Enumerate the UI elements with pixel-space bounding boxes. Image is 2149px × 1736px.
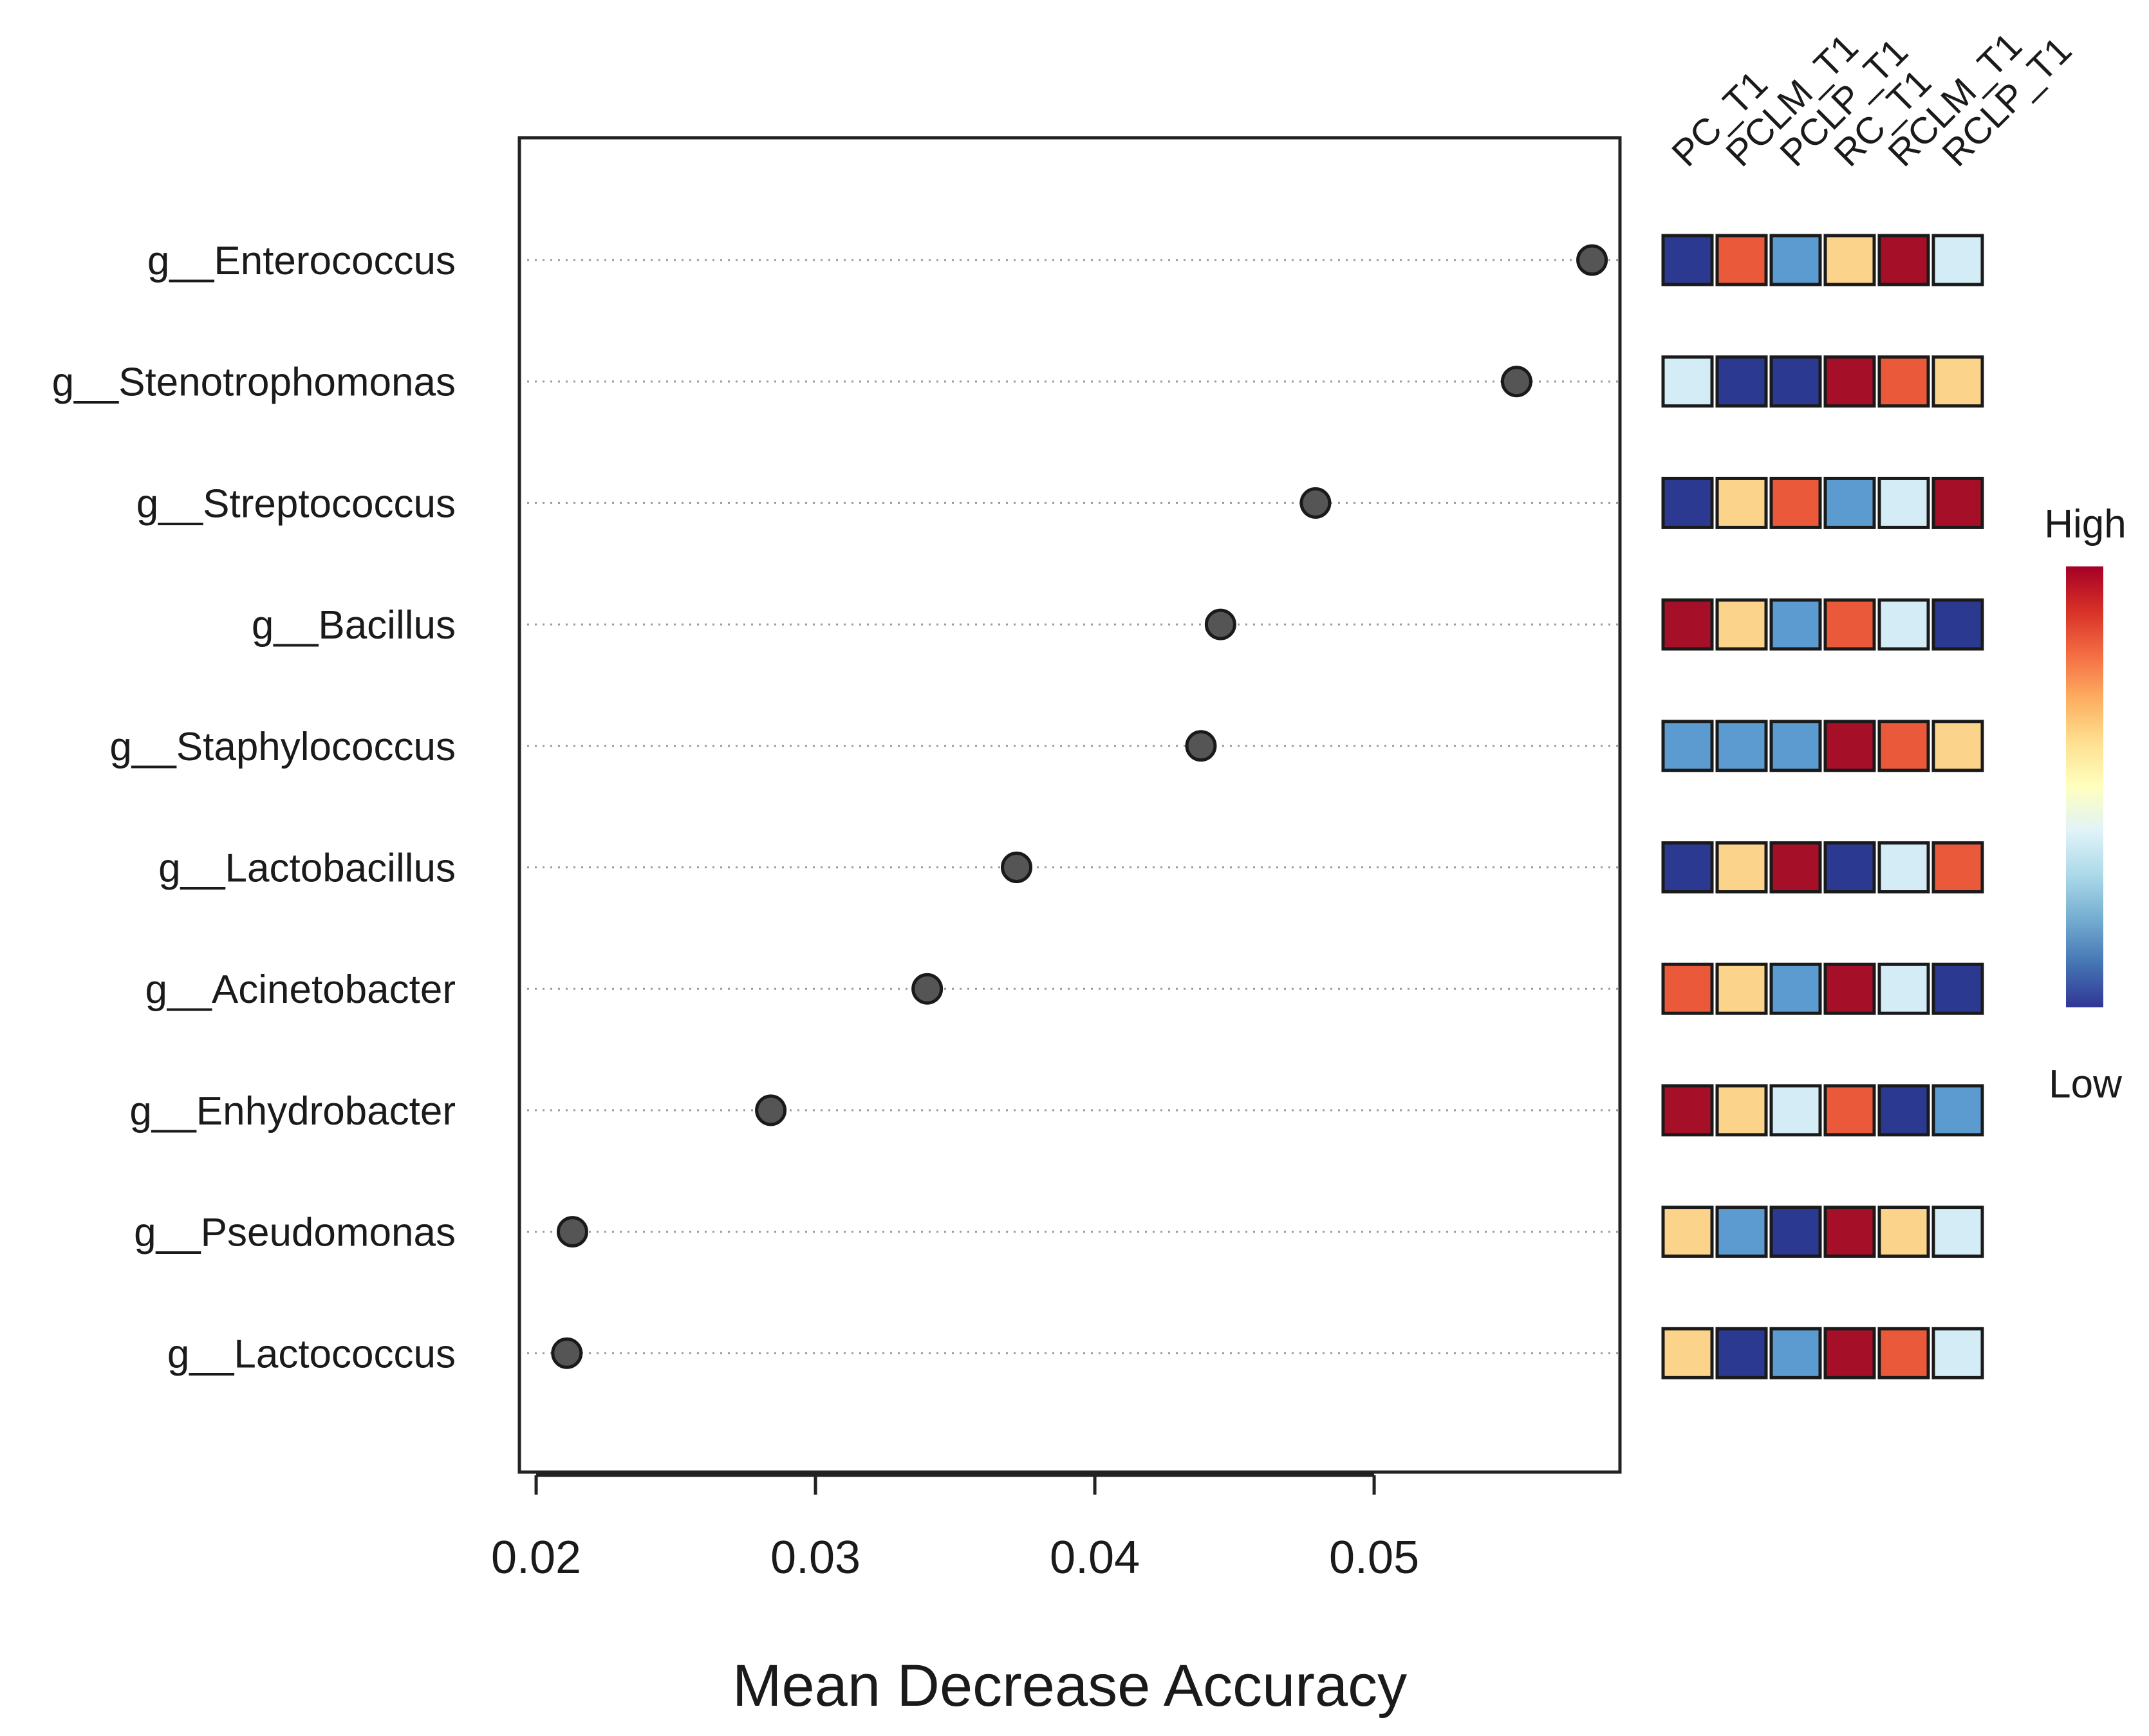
heatmap-cell (1661, 720, 1714, 772)
heatmap-cell (1661, 1327, 1714, 1379)
heatmap-cell (1931, 355, 1984, 408)
data-point (551, 1337, 583, 1369)
heatmap-cell (1661, 1084, 1714, 1137)
heatmap-cell (1877, 476, 1930, 529)
y-tick-label: g__Pseudomonas (134, 1211, 456, 1255)
heatmap-cell (1769, 1327, 1822, 1379)
heatmap-cell (1877, 355, 1930, 408)
x-tick-label: 0.02 (491, 1532, 581, 1583)
heatmap-cell (1823, 234, 1876, 286)
grid-lines (527, 259, 1620, 1354)
heatmap-cell (1769, 841, 1822, 893)
data-point (1185, 730, 1217, 762)
y-tick-label: g__Enterococcus (147, 239, 456, 283)
y-tick-label: g__Lactobacillus (158, 846, 456, 891)
heatmap-cell (1715, 962, 1768, 1015)
heatmap-cell (1769, 598, 1822, 651)
heatmap-cell (1661, 1206, 1714, 1258)
legend-color-bar (2066, 566, 2103, 1007)
y-tick-label: g__Acinetobacter (145, 967, 456, 1012)
heatmap-cell (1931, 720, 1984, 772)
legend-low-label: Low (2049, 1062, 2122, 1106)
x-axis-title: Mean Decrease Accuracy (732, 1653, 1407, 1719)
data-point (911, 973, 944, 1005)
data-points (551, 244, 1608, 1369)
heatmap-cell (1823, 1327, 1876, 1379)
heatmap-cell (1715, 1327, 1768, 1379)
legend-high-label: High (2044, 502, 2126, 546)
color-legend: High Low (2044, 502, 2126, 1106)
data-point (1204, 608, 1236, 640)
heatmap-cell (1769, 720, 1822, 772)
heatmap-cell (1931, 234, 1984, 286)
heatmap-cell (1931, 841, 1984, 893)
heatmap-cell (1769, 1206, 1822, 1258)
heatmap-cell (1823, 841, 1876, 893)
heatmap-cell (1877, 841, 1930, 893)
heatmap-cell (1769, 476, 1822, 529)
data-point (1500, 366, 1532, 398)
data-point (755, 1094, 787, 1126)
heatmap-cell (1769, 1084, 1822, 1137)
heatmap-cell (1661, 476, 1714, 529)
heatmap-cell (1661, 962, 1714, 1015)
heatmap-cell (1715, 1084, 1768, 1137)
heatmap-cell (1715, 720, 1768, 772)
heatmap-cell (1715, 598, 1768, 651)
heatmap-cell (1931, 1206, 1984, 1258)
plot-frame (517, 136, 1622, 1474)
heatmap-cell (1715, 234, 1768, 286)
heatmap-cell (1715, 841, 1768, 893)
heatmap-cell (1877, 1084, 1930, 1137)
heatmap-cell (1877, 1206, 1930, 1258)
heatmap-cell (1877, 720, 1930, 772)
y-axis-labels: g__Enterococcus g__Stenotrophomonas g__Str… (52, 239, 456, 1376)
heatmap-cell (1661, 598, 1714, 651)
y-tick-label: g__Stenotrophomonas (52, 360, 456, 405)
y-tick-label: g__Staphylococcus (109, 725, 456, 769)
data-point (1001, 852, 1033, 883)
heatmap-cell (1715, 1206, 1768, 1258)
heatmap-cell (1823, 1206, 1876, 1258)
heatmap-cell (1823, 720, 1876, 772)
heatmap (1661, 234, 1984, 1379)
heatmap-cell (1715, 476, 1768, 529)
heatmap-cell (1823, 355, 1876, 408)
heatmap-cell (1769, 962, 1822, 1015)
heatmap-cell (1931, 962, 1984, 1015)
heatmap-cell (1931, 598, 1984, 651)
data-point (1576, 244, 1608, 276)
heatmap-cell (1877, 962, 1930, 1015)
heatmap-cell (1931, 476, 1984, 529)
heatmap-cell (1661, 841, 1714, 893)
x-tick-label: 0.03 (770, 1532, 861, 1583)
heatmap-cell (1823, 476, 1876, 529)
heatmap-cell (1769, 234, 1822, 286)
y-tick-label: g__Streptococcus (136, 481, 456, 526)
heatmap-cell (1715, 355, 1768, 408)
heatmap-cell (1931, 1327, 1984, 1379)
heatmap-cell (1931, 1084, 1984, 1137)
heatmap-cell (1769, 355, 1822, 408)
heatmap-cell (1661, 355, 1714, 408)
heatmap-cell (1823, 962, 1876, 1015)
x-tick-label: 0.04 (1050, 1532, 1140, 1583)
heatmap-cell (1877, 234, 1930, 286)
heatmap-cell (1877, 1327, 1930, 1379)
data-point (556, 1216, 588, 1248)
x-tick-label: 0.05 (1329, 1532, 1419, 1583)
heatmap-cell (1877, 598, 1930, 651)
heatmap-cell (1823, 598, 1876, 651)
heatmap-cell (1823, 1084, 1876, 1137)
data-point (1299, 487, 1332, 519)
x-axis: 0.02 0.03 0.04 0.05 (491, 1473, 1419, 1583)
y-tick-label: g__Bacillus (252, 603, 456, 648)
y-tick-label: g__Lactococcus (167, 1332, 456, 1376)
heatmap-cell (1661, 234, 1714, 286)
y-tick-label: g__Enhydrobacter (129, 1089, 456, 1134)
